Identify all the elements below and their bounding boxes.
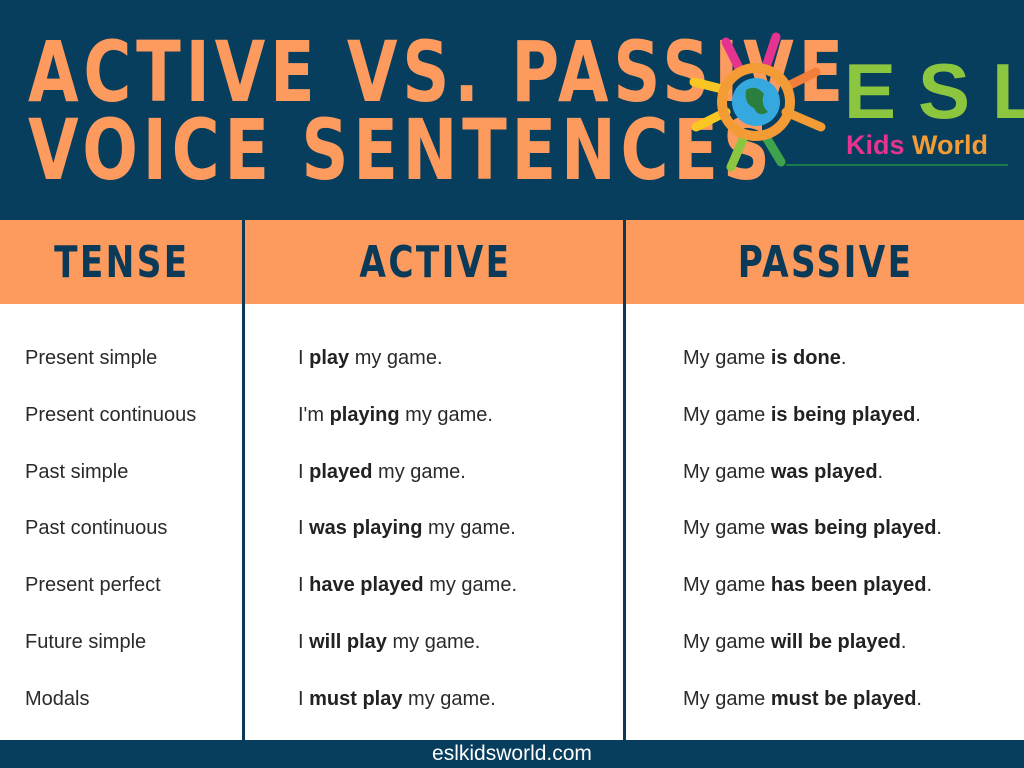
tense-cell: Past simple: [25, 460, 129, 483]
verb-phrase: must be played: [770, 687, 917, 710]
verb-phrase: play: [309, 347, 350, 369]
sentence-part: my game.: [399, 403, 493, 426]
sentence-part: I: [298, 347, 310, 369]
active-sentence-cell: I played my game.: [298, 460, 466, 484]
column-divider: [242, 220, 245, 740]
verb-phrase: played: [309, 460, 373, 483]
footer-website: eslkidsworld.com: [0, 740, 1024, 768]
tense-cell: Past continuous: [25, 517, 168, 540]
sentence-part: I: [298, 517, 310, 540]
verb-phrase: have played: [309, 574, 424, 597]
sentence-part: My game: [683, 631, 771, 653]
active-sentence-cell: I play my game.: [298, 346, 443, 370]
column-header-passive: PASSIVE: [737, 236, 914, 288]
tense-cell: Present simple: [25, 347, 158, 369]
sentence-part: I: [298, 631, 310, 653]
column-header-active: ACTIVE: [359, 236, 511, 288]
column-divider: [623, 220, 626, 740]
title-line-1: ACTIVE VS. PASSIVE: [28, 23, 848, 121]
verb-phrase: is done: [770, 347, 841, 369]
tense-cell: Future simple: [25, 631, 147, 653]
sentence-part: .: [936, 517, 942, 540]
passive-sentence-cell: My game is done.: [683, 346, 846, 370]
sentence-part: My game: [683, 460, 771, 483]
verb-phrase: has been played: [770, 574, 927, 597]
verb-phrase: must play: [309, 687, 403, 710]
header-banner: ACTIVE VS. PASSIVE VOICE SENTENCES ESL K…: [0, 0, 1024, 220]
verb-phrase: playing: [329, 403, 400, 426]
sentence-part: .: [840, 347, 847, 369]
sentence-part: my game.: [402, 687, 496, 710]
active-sentence-cell: I will play my game.: [298, 630, 480, 654]
sentence-part: .: [915, 403, 921, 426]
kids-circle-globe-icon: [689, 32, 826, 172]
sentence-part: .: [916, 687, 922, 710]
sentence-part: .: [926, 574, 932, 597]
sentence-part: I'm: [298, 403, 330, 426]
sentence-part: my game.: [372, 460, 466, 483]
table-header: TENSE ACTIVE PASSIVE: [0, 220, 1024, 304]
passive-sentence-cell: My game will be played.: [683, 630, 906, 654]
sentence-part: My game: [683, 574, 771, 597]
verb-phrase: was playing: [309, 517, 423, 540]
column-header-tense: TENSE: [53, 236, 190, 288]
verb-phrase: was being played: [770, 517, 937, 540]
title-line-2: VOICE SENTENCES: [28, 101, 775, 199]
verb-phrase: is being played: [770, 403, 916, 426]
sentence-part: I: [298, 687, 310, 710]
sentence-part: my game.: [422, 517, 516, 540]
logo-world: World: [912, 130, 989, 160]
sentence-part: My game: [683, 517, 771, 540]
passive-sentence-cell: My game was played.: [683, 460, 883, 484]
active-sentence-cell: I have played my game.: [298, 573, 517, 597]
verb-phrase: will be played: [770, 631, 901, 653]
active-sentence-cell: I must play my game.: [298, 687, 496, 711]
verb-phrase: will play: [309, 631, 387, 653]
logo-esl-text: ESL: [844, 47, 1024, 135]
active-sentence-cell: I was playing my game.: [298, 516, 516, 540]
sentence-part: my game.: [423, 574, 517, 597]
tense-cell: Present perfect: [25, 574, 161, 597]
sentence-part: my game.: [349, 347, 443, 369]
verb-phrase: was played: [770, 460, 878, 483]
passive-sentence-cell: My game must be played.: [683, 687, 922, 711]
passive-sentence-cell: My game was being played.: [683, 516, 942, 540]
esl-kids-world-logo: ESL Kids World: [686, 32, 1024, 172]
logo-kids: Kids: [846, 130, 905, 160]
logo-kids-world-text: Kids World: [846, 132, 988, 159]
sentence-part: I: [298, 460, 310, 483]
sentence-part: My game: [683, 687, 771, 710]
sentence-part: My game: [683, 403, 771, 426]
passive-sentence-cell: My game is being played.: [683, 403, 921, 427]
sentence-part: .: [900, 631, 907, 653]
sentence-part: I: [298, 574, 310, 597]
tense-cell: Modals: [25, 687, 90, 710]
active-sentence-cell: I'm playing my game.: [298, 403, 493, 427]
sentence-part: .: [877, 460, 884, 483]
sentence-part: My game: [683, 347, 771, 369]
tense-cell: Present continuous: [25, 403, 197, 426]
sentence-part: my game.: [386, 631, 481, 653]
passive-sentence-cell: My game has been played.: [683, 573, 932, 597]
logo-underline: [786, 164, 1008, 166]
